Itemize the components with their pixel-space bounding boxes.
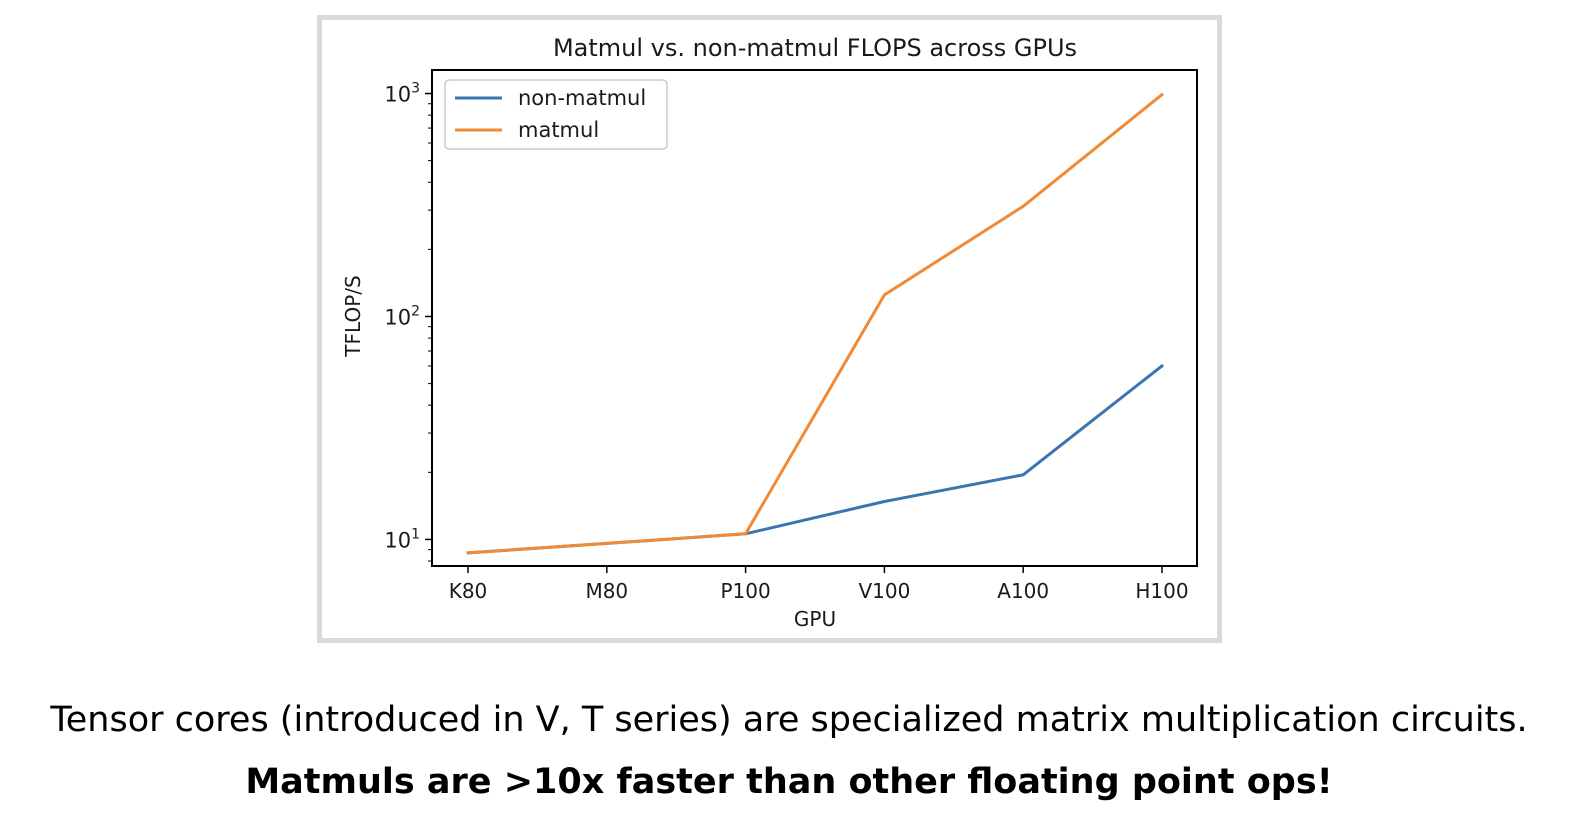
x-axis-label: GPU [794, 607, 836, 631]
x-tick-label-V100: V100 [858, 579, 910, 603]
line-chart: Matmul vs. non-matmul FLOPS across GPUs … [341, 34, 1198, 631]
x-tick-label-A100: A100 [997, 579, 1049, 603]
data-point-non-matmul-A100 [1021, 473, 1025, 477]
plot-area-frame [431, 69, 1198, 567]
x-tick-label-M80: M80 [585, 579, 628, 603]
y-tick-label-10: 101 [384, 526, 420, 552]
data-point-matmul-P100 [744, 532, 748, 536]
data-point-non-matmul-V100 [882, 499, 886, 503]
y-tick-label-1000: 103 [384, 81, 420, 107]
data-point-matmul-A100 [1021, 204, 1025, 208]
caption-line-1: Tensor cores (introduced in V, T series)… [50, 700, 1528, 740]
x-tick-label-H100: H100 [1135, 579, 1188, 603]
chart-title: Matmul vs. non-matmul FLOPS across GPUs [553, 34, 1077, 62]
data-point-matmul-H100 [1160, 93, 1164, 97]
legend-label-non-matmul: non-matmul [518, 86, 646, 110]
legend: non-matmul matmul [444, 79, 668, 150]
data-point-matmul-K80 [466, 551, 470, 555]
series-layer [466, 93, 1164, 555]
y-axis-label: TFLOP/S [341, 275, 365, 357]
y-tick-label-100: 102 [384, 303, 420, 329]
series-line-non-matmul [466, 364, 1164, 555]
data-point-non-matmul-H100 [1160, 364, 1164, 368]
x-tick-label-P100: P100 [720, 579, 770, 603]
x-tick-label-K80: K80 [449, 579, 488, 603]
figure-frame: Matmul vs. non-matmul FLOPS across GPUs … [317, 15, 1222, 643]
series-line-matmul [466, 93, 1164, 555]
legend-label-matmul: matmul [518, 118, 599, 142]
tick-layer: K80 M80 P100 V100 A100 H100 101 102 103 [384, 81, 1188, 603]
data-point-matmul-V100 [882, 293, 886, 297]
data-point-matmul-M80 [605, 541, 609, 545]
caption-line-2: Matmuls are >10x faster than other float… [245, 762, 1333, 802]
